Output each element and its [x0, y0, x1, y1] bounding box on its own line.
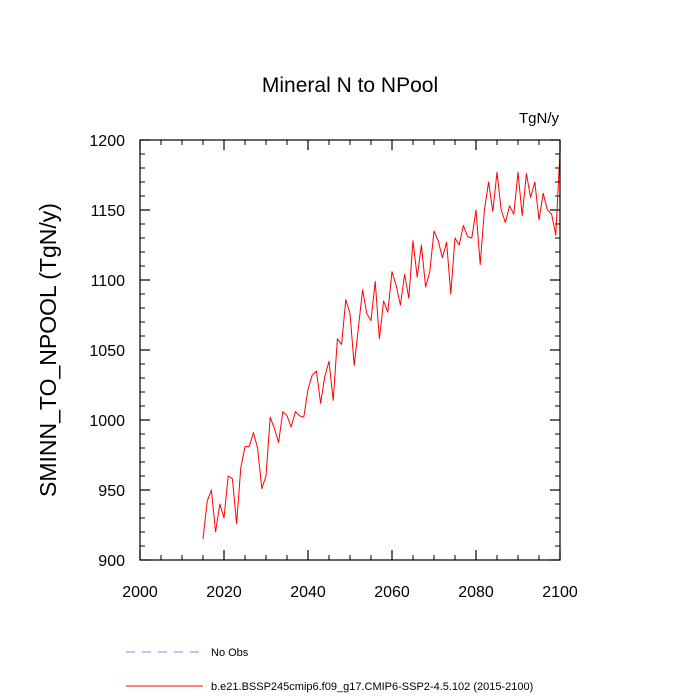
series-line-0	[202, 151, 561, 540]
y-axis-label: SMINN_TO_NPOOL (TgN/y)	[35, 203, 61, 497]
x-tick-label: 2020	[206, 584, 242, 601]
y-tick-label: 1050	[89, 343, 125, 360]
major-ticks	[139, 139, 561, 561]
minor-ticks	[140, 140, 560, 560]
y-tick-label: 950	[98, 483, 125, 500]
x-tick-label: 2000	[122, 584, 158, 601]
x-tick-label: 2100	[542, 584, 578, 601]
legend: No Obs b.e21.BSSP245cmip6.f09_g17.CMIP6-…	[126, 647, 533, 693]
legend-label-model: b.e21.BSSP245cmip6.f09_g17.CMIP6-SSP2-4.…	[211, 681, 533, 693]
y-tick-label: 1000	[89, 413, 125, 430]
y-tick-label: 1150	[91, 203, 126, 220]
y-tick-label: 1200	[89, 133, 125, 150]
y-tick-label: 900	[98, 553, 125, 570]
tick-labels: 2000 2020 2040 2060 2080 2100 900 950 1000 1050 11…	[89, 133, 577, 601]
legend-label-no-obs: No Obs	[211, 647, 249, 659]
x-tick-label: 2080	[458, 584, 494, 601]
units-label: TgN/y	[519, 110, 560, 127]
plot-frame	[139, 139, 561, 561]
y-tick-label: 1100	[91, 273, 126, 290]
chart-title: Mineral N to NPool	[262, 74, 438, 97]
series-layer	[202, 151, 561, 540]
x-tick-label: 2040	[290, 584, 326, 601]
x-tick-label: 2060	[374, 584, 410, 601]
